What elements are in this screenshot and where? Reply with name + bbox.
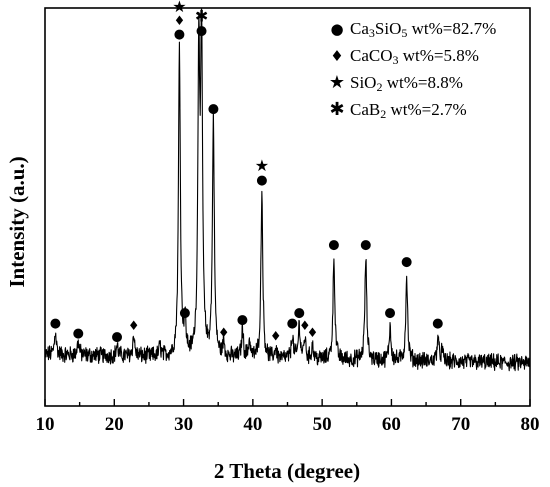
x-tick-label: 20 <box>105 414 124 435</box>
peak-marker: ★ <box>172 0 186 16</box>
x-tick-label: 10 <box>36 414 55 435</box>
peak-annotations: ●● ●♦●♦★●●✱●♦●●★♦●●♦♦● ●●●● <box>50 0 444 344</box>
peak-marker: ♦ <box>307 326 319 341</box>
peak-marker: ✱ <box>195 6 208 25</box>
peak-marker: ● <box>401 255 412 270</box>
peak-marker: ● <box>174 27 185 42</box>
x-axis-ticks: 10 20 30 40 50 60 70 80 <box>36 399 540 435</box>
x-axis-label: 2 Theta (degree) <box>214 459 360 483</box>
y-axis-label: Intensity (a.u.) <box>5 156 29 287</box>
x-tick-label: 70 <box>451 414 470 435</box>
peak-marker: ● <box>384 306 395 321</box>
peak-marker: ♦ <box>128 319 140 334</box>
peak-marker: ● <box>111 329 122 344</box>
legend-symbol: ★ <box>329 72 345 93</box>
peak-marker: ★ <box>255 156 269 175</box>
legend-entry: Ca3SiO5 wt%=82.7% <box>350 19 496 40</box>
legend-entry: CaB2 wt%=2.7% <box>350 100 467 121</box>
peak-marker: ● <box>179 306 190 321</box>
x-tick-label: 30 <box>174 414 193 435</box>
peak-marker: ● <box>360 238 371 253</box>
peak-marker: ♦ <box>174 14 186 29</box>
peak-marker: ● <box>73 326 84 341</box>
legend-symbol: ● <box>330 20 343 38</box>
legend: ● Ca3SiO5 wt%=82.7% ♦ CaCO3 wt%=5.8%★ SiO2 w… <box>329 19 496 121</box>
xrd-pattern-line <box>44 8 531 372</box>
peak-marker: ● <box>237 312 248 327</box>
x-tick-label: 80 <box>521 414 540 435</box>
peak-marker: ● <box>432 316 443 331</box>
peak-marker: ♦ <box>218 326 230 341</box>
x-tick-label: 60 <box>382 414 401 435</box>
peak-marker: ♦ <box>270 329 282 344</box>
plot-area <box>44 7 531 407</box>
peak-marker: ● <box>50 316 61 331</box>
peak-marker: ● <box>208 102 219 117</box>
peak-marker: ● <box>196 23 207 38</box>
peak-marker: ● <box>256 173 267 188</box>
legend-symbol: ♦ <box>330 47 343 65</box>
legend-entry: SiO2 wt%=8.8% <box>350 73 463 94</box>
peak-marker: ● <box>328 238 339 253</box>
peak-marker: ♦ <box>299 319 311 334</box>
peak-marker: ● <box>294 306 305 321</box>
legend-symbol: ✱ <box>329 99 344 120</box>
x-tick-label: 40 <box>243 414 262 435</box>
x-tick-label: 50 <box>313 414 332 435</box>
legend-entry: CaCO3 wt%=5.8% <box>350 46 479 67</box>
peak-marker: ● <box>287 316 298 331</box>
